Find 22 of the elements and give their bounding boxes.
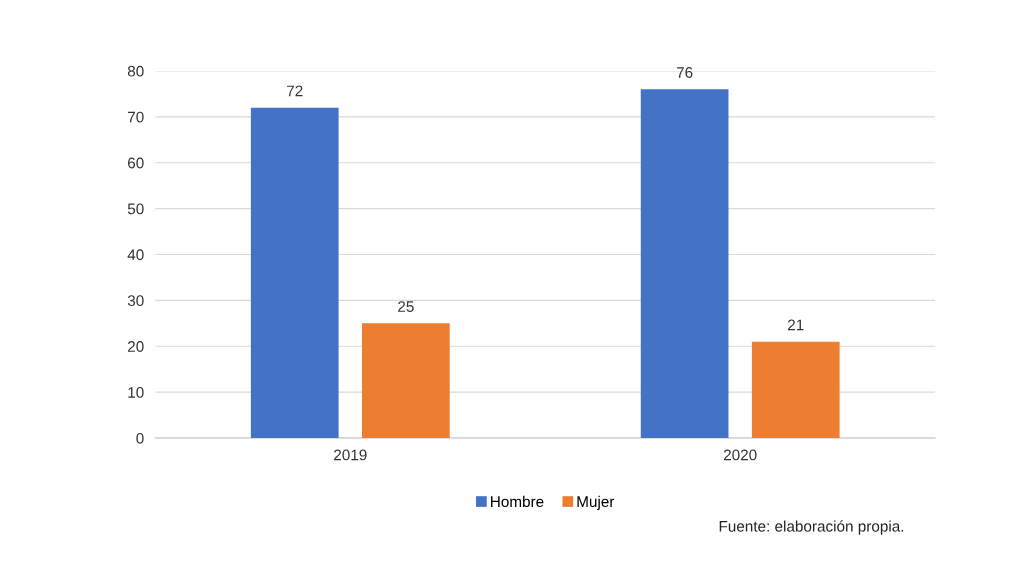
x-tick-label: 2020 (723, 449, 757, 461)
legend-label: Hombre (491, 495, 544, 508)
data-label: 21 (788, 319, 804, 331)
y-tick-label: 80 (127, 65, 144, 77)
legend-label: Mujer (577, 495, 615, 511)
source-note: Fuente: elaboración propia. (719, 520, 904, 535)
bar (250, 107, 339, 439)
y-tick-label: 50 (127, 203, 144, 215)
y-tick-label: 30 (127, 295, 144, 307)
y-tick-label: 40 (127, 249, 144, 261)
bar (640, 89, 729, 439)
y-tick-label: 60 (128, 157, 144, 169)
data-label: 76 (676, 67, 693, 78)
y-tick-label: 10 (128, 387, 144, 398)
x-tick-label: 2019 (334, 449, 367, 461)
y-tick-label: 70 (128, 111, 144, 123)
data-label: 25 (398, 301, 414, 312)
y-tick-label: 0 (136, 432, 144, 444)
bar (361, 323, 450, 439)
y-tick-label: 20 (128, 341, 144, 352)
data-label: 72 (287, 85, 303, 97)
bar (751, 341, 840, 439)
